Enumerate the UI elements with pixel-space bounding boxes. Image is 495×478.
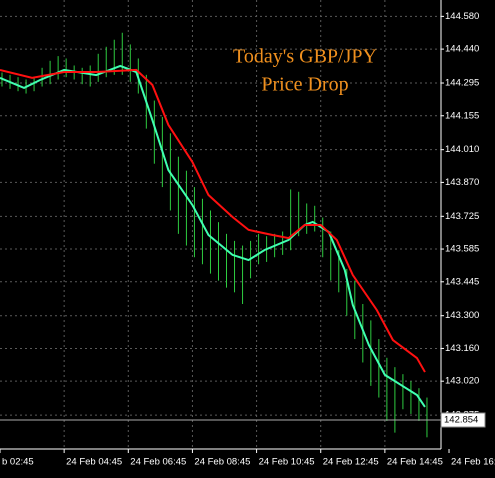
moving-average-line	[0, 64, 426, 408]
y-tick-label: 144.440	[445, 44, 479, 55]
y-tick-label: 143.300	[445, 310, 479, 321]
last-price-box	[440, 412, 486, 428]
y-tick-label: 143.870	[445, 177, 479, 188]
chart-title: Price Drop	[261, 74, 348, 96]
last-price-label: 142.854	[444, 415, 478, 426]
y-tick-label: 143.725	[445, 211, 479, 222]
y-tick-label: 144.010	[445, 144, 479, 155]
x-tick-label: 24 Feb 12:45	[323, 457, 379, 468]
x-tick-label: 24 Feb 06:45	[130, 457, 186, 468]
x-tick-label: 24 Feb 10:45	[259, 457, 315, 468]
moving-average-line	[0, 68, 426, 373]
x-tick-label: 24 Feb 16:45	[451, 457, 495, 468]
chart-title: Today's GBP/JPY	[233, 46, 377, 68]
y-tick-label: 144.580	[445, 11, 479, 22]
y-tick-label: 144.295	[445, 78, 479, 89]
y-tick-label: 143.160	[445, 343, 479, 354]
x-tick-label: b 02:45	[2, 457, 34, 468]
x-tick-label: 24 Feb 14:45	[387, 457, 443, 468]
y-tick-label: 143.020	[445, 376, 479, 387]
x-tick-label: 24 Feb 04:45	[66, 457, 122, 468]
marks	[0, 32, 428, 438]
x-tick-label: 24 Feb 08:45	[194, 457, 250, 468]
y-tick-label: 144.155	[445, 110, 479, 121]
grid	[0, 0, 441, 449]
y-tick-label: 143.585	[445, 244, 479, 255]
y-tick-label: 143.445	[445, 276, 479, 287]
